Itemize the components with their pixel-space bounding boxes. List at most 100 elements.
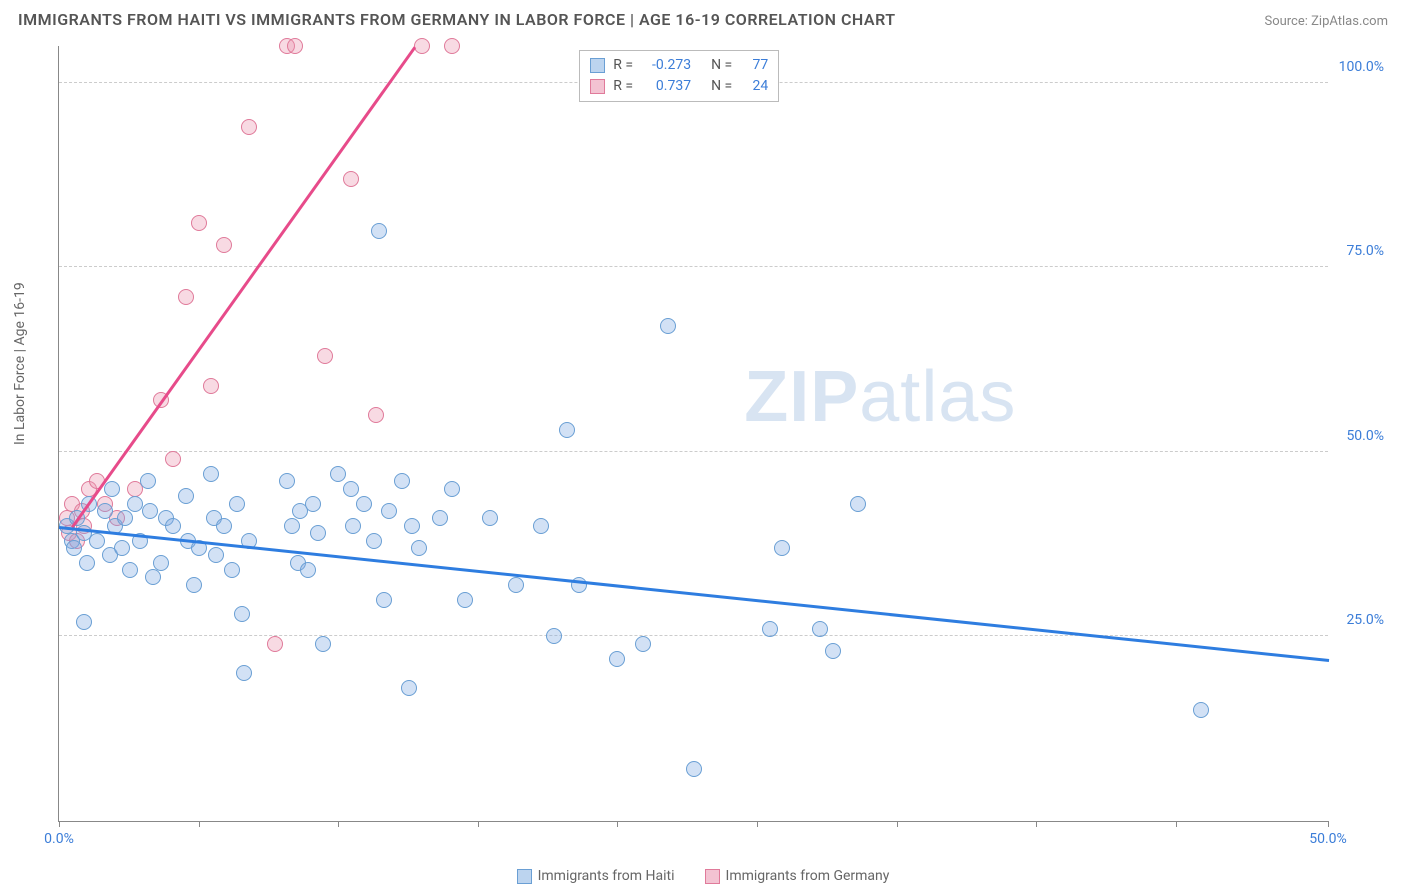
data-point: [140, 473, 156, 489]
data-point: [345, 518, 361, 534]
data-point: [279, 473, 295, 489]
x-tick-label: 50.0%: [1309, 831, 1347, 847]
data-point: [401, 680, 417, 696]
x-tick-mark: [478, 821, 479, 827]
legend-swatch-icon: [705, 869, 720, 884]
data-point: [104, 481, 120, 497]
data-point: [287, 38, 303, 54]
data-point: [79, 555, 95, 571]
data-point: [381, 503, 397, 519]
data-point: [216, 518, 232, 534]
data-point: [145, 569, 161, 585]
data-point: [1193, 702, 1209, 718]
x-tick-mark: [1036, 821, 1037, 827]
stat-r-label: R =: [613, 76, 633, 97]
chart-area: In Labor Force | Age 16-19 ZIPatlas 25.0…: [18, 38, 1388, 852]
data-point: [825, 643, 841, 659]
x-tick-mark: [757, 821, 758, 827]
chart-title: IMMIGRANTS FROM HAITI VS IMMIGRANTS FROM…: [18, 10, 896, 29]
plot-region: ZIPatlas 25.0%50.0%75.0%100.0%0.0%50.0%R…: [58, 46, 1328, 822]
data-point: [241, 119, 257, 135]
legend-swatch-icon: [517, 869, 532, 884]
data-point: [444, 38, 460, 54]
stat-r-value: -0.273: [641, 55, 691, 76]
stat-row: R =-0.273N =77: [590, 55, 768, 76]
data-point: [267, 636, 283, 652]
stat-swatch-icon: [590, 79, 605, 94]
stat-row: R = 0.737 N = 24: [590, 76, 768, 97]
y-tick-label: 50.0%: [1346, 428, 1384, 444]
x-tick-mark: [1328, 821, 1329, 827]
y-tick-label: 25.0%: [1346, 612, 1384, 628]
x-tick-mark: [199, 821, 200, 827]
data-point: [114, 540, 130, 556]
legend-label: Immigrants from Haiti: [538, 868, 675, 884]
data-point: [394, 473, 410, 489]
data-point: [482, 510, 498, 526]
stat-n-value: 24: [740, 76, 768, 97]
data-point: [178, 488, 194, 504]
data-point: [203, 466, 219, 482]
data-point: [660, 318, 676, 334]
data-point: [229, 496, 245, 512]
source-label: Source: ZipAtlas.com: [1264, 14, 1388, 29]
data-point: [76, 614, 92, 630]
x-tick-mark: [1176, 821, 1177, 827]
trend-line: [71, 47, 416, 529]
x-tick-mark: [617, 821, 618, 827]
y-axis-label: In Labor Force | Age 16-19: [12, 282, 28, 445]
data-point: [203, 378, 219, 394]
stat-n-label: N =: [711, 76, 732, 97]
data-point: [127, 496, 143, 512]
data-point: [165, 518, 181, 534]
data-point: [89, 533, 105, 549]
data-point: [208, 547, 224, 563]
x-tick-mark: [59, 821, 60, 827]
data-point: [117, 510, 133, 526]
gridline: [59, 266, 1328, 267]
data-point: [366, 533, 382, 549]
data-point: [457, 592, 473, 608]
data-point: [609, 651, 625, 667]
data-point: [66, 540, 82, 556]
data-point: [411, 540, 427, 556]
gridline: [59, 635, 1328, 636]
data-point: [153, 555, 169, 571]
data-point: [315, 636, 331, 652]
data-point: [330, 466, 346, 482]
data-point: [559, 422, 575, 438]
data-point: [404, 518, 420, 534]
data-point: [186, 577, 202, 593]
data-point: [508, 577, 524, 593]
data-point: [371, 223, 387, 239]
data-point: [236, 665, 252, 681]
legend-label: Immigrants from Germany: [726, 868, 890, 884]
x-tick-mark: [338, 821, 339, 827]
data-point: [850, 496, 866, 512]
data-point: [224, 562, 240, 578]
data-point: [305, 496, 321, 512]
data-point: [165, 451, 181, 467]
stat-n-label: N =: [711, 55, 732, 76]
y-tick-label: 100.0%: [1339, 59, 1384, 75]
stat-n-value: 77: [740, 55, 768, 76]
data-point: [284, 518, 300, 534]
data-point: [546, 628, 562, 644]
data-point: [191, 215, 207, 231]
data-point: [686, 761, 702, 777]
data-point: [376, 592, 392, 608]
data-point: [444, 481, 460, 497]
correlation-stats: R = -0.273 N = 77R = 0.737 N = 24: [579, 50, 779, 102]
stat-r-value: 0.737: [641, 76, 691, 97]
data-point: [356, 496, 372, 512]
data-point: [533, 518, 549, 534]
data-point: [635, 636, 651, 652]
data-point: [234, 606, 250, 622]
data-point: [216, 237, 232, 253]
stat-swatch-icon: [590, 58, 605, 73]
data-point: [300, 562, 316, 578]
gridline: [59, 451, 1328, 452]
watermark: ZIPatlas: [744, 356, 1016, 438]
data-point: [178, 289, 194, 305]
data-point: [317, 348, 333, 364]
